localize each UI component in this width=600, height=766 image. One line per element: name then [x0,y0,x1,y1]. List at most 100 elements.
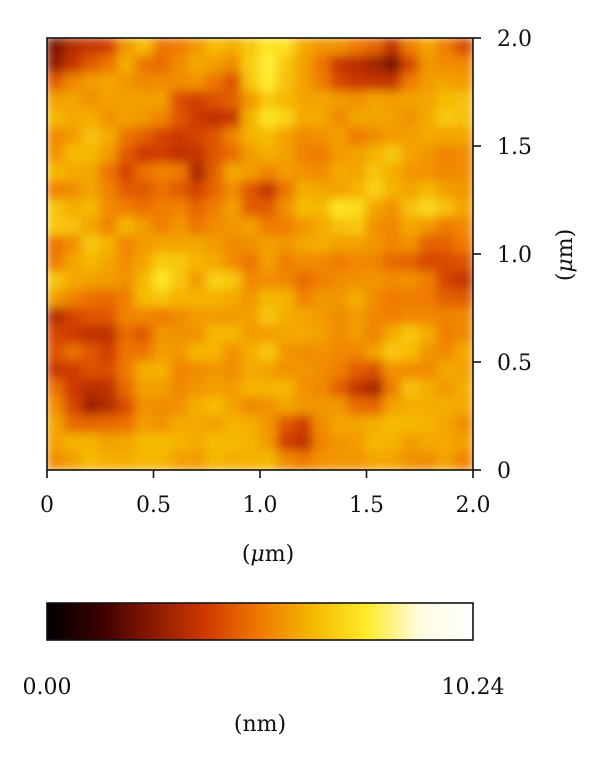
surface-cell [383,73,403,93]
surface-cell [276,217,297,237]
surface-cell [117,415,137,435]
surface-cell [134,361,155,381]
surface-cell [365,91,386,111]
surface-cell [347,451,368,470]
surface-cell [81,415,102,435]
y-tick-label: 1.0 [497,243,532,268]
surface-cell [365,127,386,147]
surface-cell [117,199,137,219]
surface-cell [47,163,66,183]
surface-cell [312,415,332,435]
surface-cell [134,271,155,291]
surface-cell [241,307,261,327]
surface-cell [365,73,386,93]
surface-cell [294,253,315,273]
surface-cell [330,289,350,309]
surface-cell [47,325,66,345]
surface-cell [312,91,332,111]
surface-cell [223,307,244,327]
surface-cell [99,235,119,255]
x-tick-label: 1.0 [243,493,278,518]
surface-cell [294,289,315,309]
surface-cell [152,181,173,201]
surface-cell [81,163,102,183]
surface-cell [223,379,244,399]
colorbar-min-label: 0.00 [23,675,72,700]
surface-cell [170,325,190,345]
surface-cell [436,415,457,435]
surface-cell [223,163,244,183]
surface-cell [347,109,368,129]
surface-cell [294,433,315,453]
surface-cell [81,55,102,75]
surface-cell [188,253,208,273]
surface-cell [436,73,457,93]
surface-cell [170,109,190,129]
surface-cell [47,235,66,255]
surface-cell [99,199,119,219]
surface-cell [383,397,403,417]
surface-cell [134,289,155,309]
surface-cell [401,397,421,417]
surface-cell [99,307,119,327]
surface-cell [188,415,208,435]
surface-cell [347,73,368,93]
surface-cell [436,361,457,381]
surface-cell [241,415,261,435]
surface-cell [259,433,279,453]
surface-cell [276,91,297,111]
surface-cell [81,397,102,417]
surface-cell [436,127,457,147]
surface-cell [365,325,386,345]
surface-cell [223,361,244,381]
surface-cell [276,289,297,309]
surface-cell [312,379,332,399]
surface-cell [241,217,261,237]
surface-cell [47,91,66,111]
surface-cell [117,181,137,201]
surface-cell [188,307,208,327]
colorbar-max-label: 10.24 [442,675,505,700]
surface-cell [454,38,473,57]
surface-cell [134,181,155,201]
surface-cell [134,199,155,219]
surface-cell [454,361,473,381]
surface-cell [152,109,173,129]
surface-cell [294,163,315,183]
surface-cell [47,253,66,273]
surface-cell [294,307,315,327]
surface-cell [152,415,173,435]
surface-cell [170,199,190,219]
surface-cell [205,109,226,129]
surface-cell [454,181,473,201]
surface-cell [81,145,102,165]
surface-cell [365,451,386,470]
surface-cell [347,163,368,183]
surface-cell [63,289,84,309]
surface-cell [63,145,84,165]
surface-cell [347,55,368,75]
surface-cell [383,379,403,399]
surface-cell [330,235,350,255]
surface-cell [205,55,226,75]
surface-cell [330,415,350,435]
surface-cell [223,55,244,75]
surface-cell [347,379,368,399]
surface-cell [383,361,403,381]
surface-cell [205,415,226,435]
surface-cell [454,379,473,399]
surface-cell [454,433,473,453]
surface-cell [365,145,386,165]
surface-cell [241,397,261,417]
surface-cell [365,253,386,273]
surface-cell [47,415,66,435]
surface-cell [347,343,368,363]
surface-cell [170,289,190,309]
surface-cell [117,91,137,111]
surface-cell [259,361,279,381]
surface-cell [99,181,119,201]
surface-cell [134,451,155,470]
surface-cell [259,325,279,345]
surface-cell [188,217,208,237]
surface-cell [170,73,190,93]
